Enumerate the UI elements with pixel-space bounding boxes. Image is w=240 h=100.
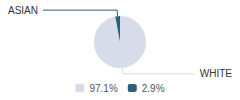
svg-text:WHITE: WHITE [200, 68, 233, 79]
svg-text:ASIAN: ASIAN [8, 5, 38, 16]
svg-text:97.1%: 97.1% [89, 83, 117, 94]
svg-text:2.9%: 2.9% [142, 83, 165, 94]
